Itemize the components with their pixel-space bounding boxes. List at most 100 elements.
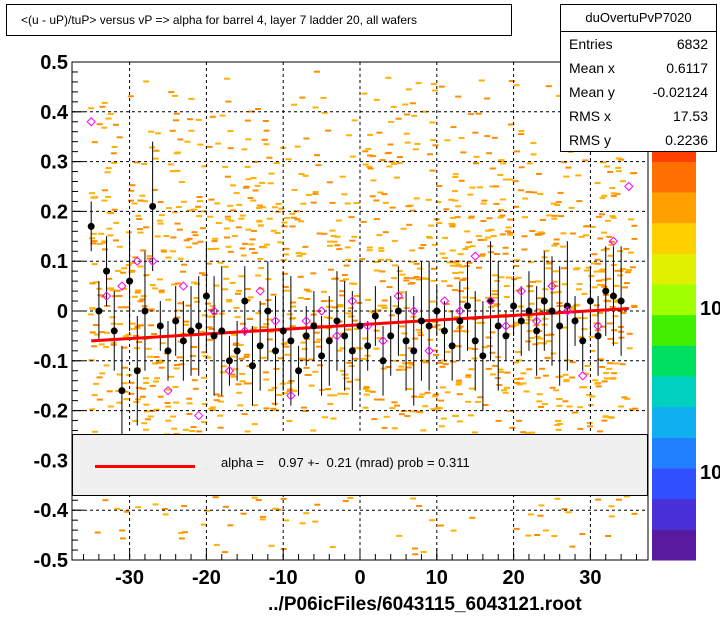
hist-cell <box>486 217 493 220</box>
hist-cell <box>476 321 483 324</box>
hist-cell <box>133 161 140 164</box>
hist-cell <box>290 317 296 320</box>
hist-cell <box>90 242 97 245</box>
hist-cell <box>157 201 164 203</box>
hist-cell <box>97 294 104 297</box>
hist-cell <box>271 386 278 389</box>
hist-cell <box>101 101 108 104</box>
hist-cell <box>629 408 636 411</box>
hist-cell <box>392 264 399 267</box>
hist-cell <box>263 378 270 381</box>
hist-cell <box>101 126 108 129</box>
hist-cell <box>143 274 150 277</box>
hist-cell <box>466 261 473 264</box>
hist-cell <box>550 202 557 205</box>
hist-cell <box>121 366 128 369</box>
hist-cell <box>438 399 444 402</box>
hist-cell <box>119 537 126 540</box>
x-tick-label: -10 <box>269 567 298 589</box>
hist-cell <box>256 204 263 207</box>
hist-cell <box>101 241 107 244</box>
profile-point <box>440 327 448 335</box>
hist-cell <box>236 391 243 394</box>
hist-cell <box>197 240 204 243</box>
hist-cell <box>545 340 552 343</box>
hist-cell <box>302 174 309 177</box>
profile-point <box>417 317 425 325</box>
hist-cell <box>441 256 448 259</box>
hist-cell <box>597 283 604 286</box>
hist-cell <box>612 315 619 318</box>
hist-cell <box>359 258 366 261</box>
open-point <box>562 306 573 316</box>
hist-cell <box>188 129 195 132</box>
hist-cell <box>146 355 153 358</box>
hist-cell <box>173 112 180 115</box>
hist-cell <box>148 324 155 327</box>
hist-cell <box>175 206 182 208</box>
hist-cell <box>511 278 518 281</box>
stats-label: Mean x <box>569 60 615 76</box>
hist-cell <box>453 261 460 264</box>
hist-cell <box>476 186 483 189</box>
hist-cell <box>506 178 513 181</box>
hist-cell <box>98 331 105 334</box>
hist-cell <box>321 111 328 114</box>
open-point <box>117 281 127 291</box>
hist-cell <box>312 520 319 523</box>
hist-cell <box>94 333 101 336</box>
hist-cell <box>245 138 252 141</box>
hist-cell <box>232 344 239 346</box>
hist-cell <box>464 246 471 249</box>
hist-cell <box>537 233 544 236</box>
hist-cell <box>329 201 336 204</box>
hist-cell <box>235 383 242 386</box>
hist-cell <box>289 212 296 215</box>
hist-cell <box>455 205 462 208</box>
hist-cell <box>230 184 236 187</box>
hist-cell <box>513 265 520 267</box>
hist-cell <box>310 272 317 275</box>
hist-cell <box>452 415 459 417</box>
hist-cell <box>475 400 481 403</box>
hist-cell <box>246 382 253 385</box>
hist-cell <box>316 232 323 235</box>
profile-point <box>517 317 525 325</box>
hist-cell <box>467 347 473 350</box>
hist-cell <box>431 349 438 352</box>
fit-result-text: alpha = 0.97 +- 0.21 (mrad) prob = 0.311 <box>221 455 470 470</box>
hist-cell <box>199 227 206 230</box>
hist-cell <box>139 298 146 301</box>
hist-cell <box>151 333 158 335</box>
hist-cell <box>242 242 249 245</box>
hist-cell <box>191 281 198 284</box>
hist-cell <box>415 82 422 85</box>
hist-cell <box>409 249 416 252</box>
hist-cell <box>351 346 358 349</box>
hist-cell <box>390 105 397 108</box>
hist-cell <box>521 248 528 251</box>
hist-cell <box>507 218 514 221</box>
hist-cell <box>518 189 525 192</box>
hist-cell <box>169 250 176 253</box>
hist-cell <box>480 202 487 205</box>
hist-cell <box>373 347 380 350</box>
hist-cell <box>391 427 398 430</box>
hist-cell <box>224 215 231 218</box>
hist-cell <box>129 184 136 187</box>
profile-point <box>225 357 233 365</box>
hist-cell <box>424 391 431 394</box>
hist-cell <box>486 152 493 155</box>
hist-cell <box>432 321 439 324</box>
hist-cell <box>200 376 207 379</box>
hist-cell <box>361 92 368 95</box>
hist-cell <box>469 516 476 519</box>
hist-cell <box>562 373 569 376</box>
hist-cell <box>327 317 333 320</box>
hist-cell <box>549 386 556 389</box>
hist-cell <box>494 253 500 255</box>
hist-cell <box>154 132 161 135</box>
profile-point <box>279 327 287 335</box>
hist-cell <box>110 322 117 325</box>
open-point <box>578 371 588 381</box>
